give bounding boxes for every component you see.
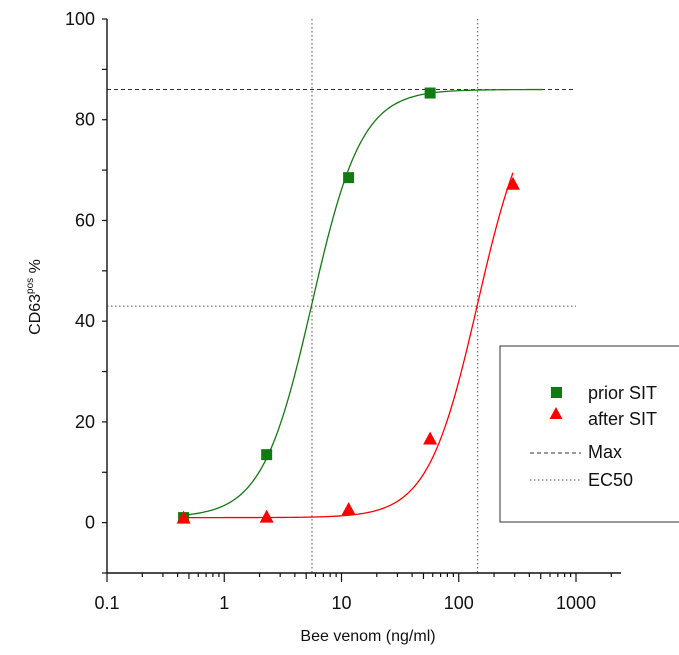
x-tick-label: 0.1 xyxy=(94,593,119,613)
fit-curves xyxy=(183,88,543,519)
legend: prior SIT after SIT Max EC50 xyxy=(499,345,679,523)
x-tick-label: 10 xyxy=(331,593,351,613)
data-point-prior-sit xyxy=(424,87,436,99)
y-tick-label: 0 xyxy=(85,513,95,533)
legend-marker-after-sit xyxy=(549,407,563,419)
x-axis-title: Bee venom (ng/ml) xyxy=(300,628,435,645)
legend-marker-prior-sit xyxy=(551,387,562,398)
data-point-after-sit xyxy=(259,509,274,523)
fit-curve-prior-sit xyxy=(183,88,543,516)
legend-label-max: Max xyxy=(588,442,622,462)
legend-label-prior-sit: prior SIT xyxy=(588,383,657,403)
y-axis-title-main: CD63 xyxy=(27,294,44,335)
data-point-after-sit xyxy=(505,176,520,190)
reference-lines xyxy=(107,19,576,573)
data-markers xyxy=(176,87,520,524)
legend-label-after-sit: after SIT xyxy=(588,409,657,429)
x-tick-label: 100 xyxy=(444,593,474,613)
y-axis-title-unit: % xyxy=(27,259,44,273)
data-point-after-sit xyxy=(341,502,356,516)
fit-curve-after-sit xyxy=(183,172,514,519)
x-ticks: 0.1 1 10 100 1000 xyxy=(94,573,612,613)
y-tick-label: 60 xyxy=(75,210,95,230)
data-point-after-sit xyxy=(176,510,191,524)
legend-box xyxy=(499,345,679,523)
y-tick-label: 40 xyxy=(75,311,95,331)
x-tick-label: 1000 xyxy=(556,593,596,613)
axes xyxy=(106,19,621,574)
y-tick-label: 80 xyxy=(75,110,95,130)
data-point-after-sit xyxy=(423,431,438,445)
data-point-prior-sit xyxy=(261,449,273,461)
y-axis-title-sup: pos xyxy=(25,278,36,294)
y-tick-label: 20 xyxy=(75,412,95,432)
y-axis-title: CD63pos % xyxy=(25,259,44,335)
y-ticks: 0 20 40 60 80 100 xyxy=(65,9,107,574)
y-tick-label: 100 xyxy=(65,9,95,29)
data-point-prior-sit xyxy=(343,172,355,184)
x-tick-label: 1 xyxy=(219,593,229,613)
legend-label-ec50: EC50 xyxy=(588,470,633,490)
